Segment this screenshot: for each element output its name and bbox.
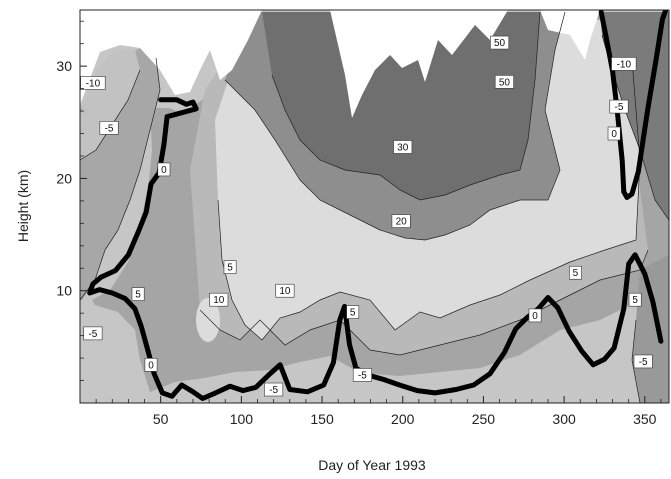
band-above-30 <box>262 12 540 200</box>
contour-label: 5 <box>223 260 237 274</box>
contour-label-box <box>352 368 372 382</box>
contour-label-text: 10 <box>279 286 291 297</box>
contour-label-box <box>569 265 582 280</box>
contour-label: 0 <box>157 162 171 177</box>
contour-label-text: 0 <box>148 360 154 371</box>
contour-label-box <box>494 75 514 89</box>
contour-label-text: -5 <box>105 123 114 134</box>
contour-label-text: -5 <box>639 357 648 368</box>
y-tick-label: 20 <box>56 170 72 186</box>
contour-label-box <box>80 76 106 90</box>
contour-label: -10 <box>80 76 106 90</box>
contour-label: -5 <box>99 121 119 135</box>
contour-label-box <box>99 121 119 135</box>
contour-label-box <box>391 214 411 228</box>
contour-label-box <box>633 354 653 369</box>
no-data-region-3 <box>540 10 600 60</box>
contour-label-box <box>157 162 171 177</box>
contour-label: 0 <box>528 308 542 323</box>
contour-label-text: -5 <box>88 329 97 340</box>
contour-line-10 <box>217 59 641 341</box>
x-tick-label: 300 <box>552 411 576 427</box>
x-axis-title: Day of Year 1993 <box>318 457 426 473</box>
contour-label-box <box>611 57 637 71</box>
contour-label-text: 50 <box>499 77 511 88</box>
y-axis-title: Height (km) <box>15 170 31 242</box>
contour-line-5 <box>199 249 649 356</box>
contour-label-text: 0 <box>532 311 538 322</box>
contour-label: -5 <box>633 354 653 369</box>
contour-label-box <box>393 140 413 154</box>
no-data-region <box>80 10 262 105</box>
contour-label-text: 30 <box>397 142 409 153</box>
contour-label-text: -5 <box>615 102 624 113</box>
y-tick-label: 10 <box>56 283 72 299</box>
contour-label-text: -10 <box>86 78 101 89</box>
contour-label: 50 <box>494 75 514 89</box>
contour-label-text: 5 <box>573 268 579 279</box>
y-axis: 10 20 30 <box>56 20 87 381</box>
contour-label-box <box>275 283 295 298</box>
contour-label-box <box>144 358 158 372</box>
contour-label-text: 5 <box>135 290 141 301</box>
contour-label: 10 <box>275 283 295 298</box>
contour-label-box <box>346 305 360 319</box>
contour-label-text: 10 <box>213 295 225 306</box>
contour-label-box <box>264 382 284 397</box>
contour-label-text: 5 <box>632 295 638 306</box>
x-axis: 50 100 150 200 250 300 350 <box>95 396 662 427</box>
contour-line-minus10 <box>80 57 161 301</box>
contour-label: -5 <box>264 382 284 397</box>
contour-label-text: 0 <box>161 165 167 176</box>
contour-label-text: -5 <box>358 370 367 381</box>
contour-label-box <box>209 292 229 307</box>
contour-label-box <box>609 99 629 114</box>
contour-label: -5 <box>83 326 103 341</box>
contour-line-right-lower <box>631 319 641 403</box>
y-tick-label: 30 <box>56 58 72 74</box>
contour-label-text: 50 <box>494 38 506 49</box>
contour-label: 50 <box>490 35 510 50</box>
x-tick-label: 250 <box>472 411 496 427</box>
contour-label-text: 20 <box>396 217 408 228</box>
zero-contour-main <box>87 97 664 401</box>
contour-label: 10 <box>209 292 229 307</box>
no-data-region-2 <box>330 10 508 118</box>
plot-frame <box>79 9 670 404</box>
contour-label-text: 5 <box>227 263 233 274</box>
contour-label: 30 <box>393 140 413 154</box>
x-tick-label: 200 <box>391 411 415 427</box>
x-tick-label: 50 <box>153 411 169 427</box>
contour-label: 5 <box>628 292 642 307</box>
contour-label: 5 <box>131 287 145 301</box>
contour-line-30 <box>271 11 541 201</box>
contour-label-text: -5 <box>269 385 278 396</box>
contour-line-20 <box>224 11 566 241</box>
contour-label: -5 <box>609 99 629 114</box>
contour-label: 5 <box>346 305 360 319</box>
contour-label: -5 <box>352 368 372 382</box>
contour-label-box <box>131 287 145 301</box>
contour-label-box <box>490 35 510 50</box>
contour-label: 0 <box>607 126 621 141</box>
contour-label: 5 <box>569 265 582 280</box>
contour-label-box <box>528 308 542 323</box>
contour-label-box <box>83 326 103 341</box>
contour-label-box <box>628 292 642 307</box>
x-tick-label: 350 <box>633 411 657 427</box>
x-tick-label: 100 <box>230 411 254 427</box>
x-tick-label: 150 <box>310 411 334 427</box>
contour-label-text: 5 <box>350 308 356 319</box>
contour-fills <box>80 10 669 403</box>
contour-label-text: 0 <box>611 129 617 140</box>
contour-label-box <box>607 126 621 141</box>
contour-label: 20 <box>391 214 411 228</box>
contour-label-box <box>223 260 237 274</box>
contour-label-text: -10 <box>617 59 632 70</box>
band-10-to-20-pocket <box>196 298 220 342</box>
contour-label: 0 <box>144 358 158 372</box>
contour-label: -10 <box>611 57 637 71</box>
